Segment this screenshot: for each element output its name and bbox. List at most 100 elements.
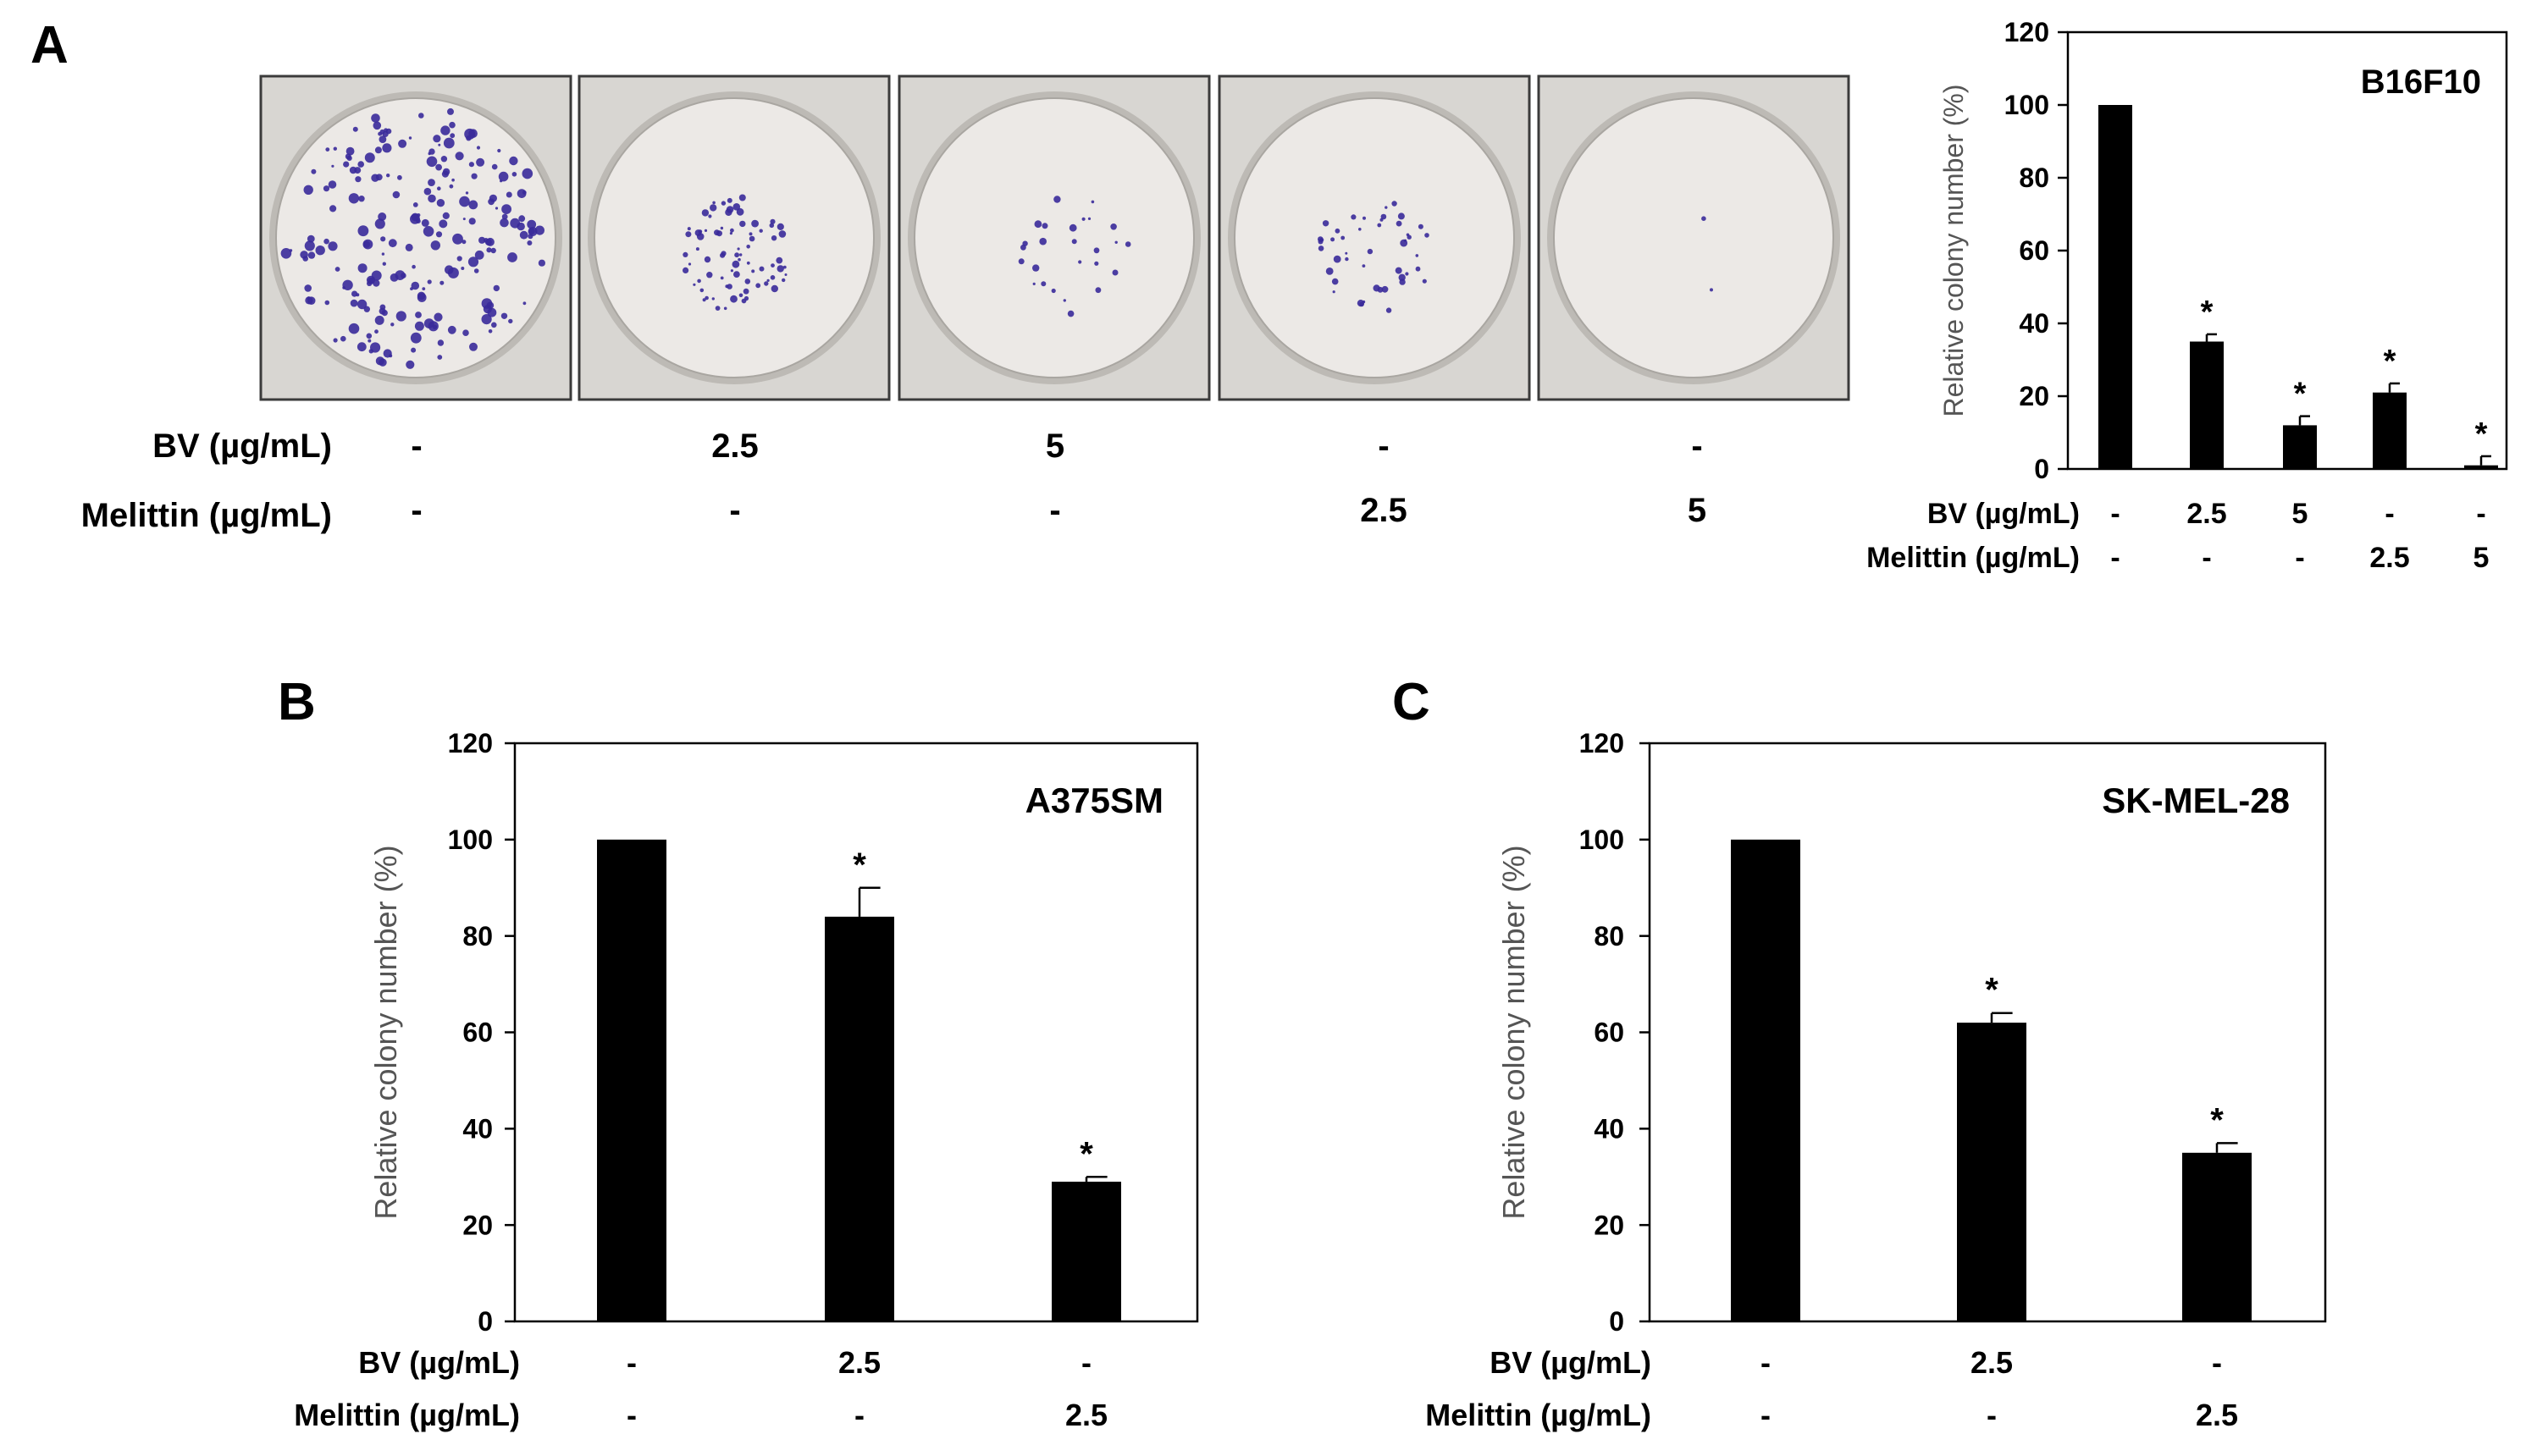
colony-dot: [1063, 299, 1067, 302]
colony-dot: [401, 273, 406, 279]
bar: [2283, 425, 2317, 469]
chart-a375sm: 0 20 40 60 80 100 120 Relative colony number (%…: [294, 728, 1199, 1432]
colony-dot: [366, 333, 373, 339]
colony-dot: [354, 167, 362, 174]
plate-bv-value: -: [411, 427, 422, 465]
colony-dot: [771, 284, 778, 293]
colony-dot: [474, 250, 484, 260]
colony-dot: [390, 323, 395, 327]
colony-dot: [720, 226, 724, 230]
y-tick-label: 120: [448, 728, 493, 758]
colony-dot: [727, 284, 732, 290]
colony-dot: [374, 146, 382, 154]
y-tick-label: 0: [478, 1306, 493, 1337]
condition-value: -: [627, 1345, 637, 1380]
colony-dot: [770, 218, 776, 224]
colony-dot: [440, 156, 448, 163]
condition-value: 2.5: [2369, 542, 2409, 574]
colony-dot: [711, 297, 715, 301]
colony-dot: [1422, 279, 1427, 284]
colony-dot: [374, 218, 385, 229]
colony-dot: [538, 259, 546, 267]
colony-dot: [449, 121, 456, 129]
colony-dot: [1042, 223, 1048, 229]
colony-dot: [782, 265, 787, 269]
colony-dot: [439, 280, 445, 285]
colony-dot: [1395, 267, 1402, 274]
colony-dot: [1335, 228, 1340, 234]
colony-dot: [439, 219, 448, 229]
colony-dot: [732, 260, 740, 268]
colony-dot: [412, 202, 418, 207]
significance-marker: *: [853, 847, 866, 884]
colony-dot: [743, 295, 749, 301]
bar: [1731, 839, 1800, 1321]
colony-dot: [1415, 254, 1419, 257]
colony-dot: [702, 298, 706, 302]
colony-dot: [725, 208, 732, 216]
colony-dot: [1114, 240, 1118, 244]
colony-dot: [1091, 200, 1095, 204]
y-tick-label: 100: [2004, 90, 2049, 120]
colony-dot: [697, 279, 701, 284]
colony-dot: [357, 161, 365, 168]
colony-dot: [1400, 239, 1408, 247]
colony-dot: [417, 291, 426, 301]
colony-dot: [443, 137, 455, 149]
colony-dot: [435, 231, 443, 238]
colony-dot: [518, 215, 526, 223]
chart-b16f10: 0 20 40 60 80 100 120 Relative colony number (%…: [1866, 17, 2508, 574]
colony-dot: [685, 231, 692, 238]
colony-dot: [721, 251, 727, 256]
colony-dot: [411, 281, 420, 290]
colony-dot: [1399, 279, 1406, 285]
condition-value: -: [1760, 1345, 1771, 1380]
colony-dot: [375, 174, 383, 181]
colony-dot: [771, 235, 777, 241]
colony-dot: [426, 156, 438, 168]
plate-photo: [898, 74, 1211, 401]
colony-dot: [489, 194, 498, 202]
plate-bv-value: -: [1691, 427, 1702, 465]
colony-dot: [371, 113, 380, 123]
colony-dot: [455, 152, 464, 161]
colony-dot: [1032, 282, 1036, 285]
colony-dot: [720, 276, 724, 280]
colony-dot: [708, 214, 712, 218]
colony-dot: [421, 218, 429, 227]
colony-dot: [410, 287, 413, 290]
colony-dot: [1110, 223, 1117, 230]
colony-dot: [527, 219, 537, 229]
colony-dot: [1318, 245, 1324, 251]
colony-dot: [730, 269, 734, 273]
y-tick-label: 100: [448, 825, 493, 855]
plate-bv-value: 5: [1046, 427, 1064, 465]
colony-dot: [447, 267, 459, 279]
colony-dot: [1333, 255, 1341, 263]
colony-dot: [1041, 281, 1047, 287]
colony-dot: [759, 229, 763, 233]
colony-dot: [355, 176, 362, 183]
colony-dot: [484, 239, 492, 246]
colony-dot: [738, 194, 746, 201]
plate-well: [914, 97, 1195, 378]
colony-dot: [428, 194, 436, 203]
bar: [2190, 341, 2224, 469]
colony-dot: [1322, 220, 1329, 227]
colony-dot: [749, 235, 755, 242]
colony-dot: [510, 218, 521, 229]
y-tick-label: 40: [2019, 308, 2049, 339]
colony-dot: [323, 238, 329, 245]
colony-dot: [459, 196, 470, 207]
colony-dot: [744, 279, 751, 284]
y-tick-label: 120: [1579, 728, 1624, 758]
y-tick-label: 100: [1579, 825, 1624, 855]
colony-dot: [486, 247, 492, 253]
colony-dot: [491, 163, 498, 170]
colony-dot: [433, 135, 441, 143]
condition-value: -: [1987, 1398, 1997, 1432]
colony-dot: [462, 240, 467, 245]
condition-value: 2.5: [1065, 1398, 1108, 1432]
plate-photo: [1218, 74, 1531, 401]
colony-dot: [357, 263, 368, 273]
